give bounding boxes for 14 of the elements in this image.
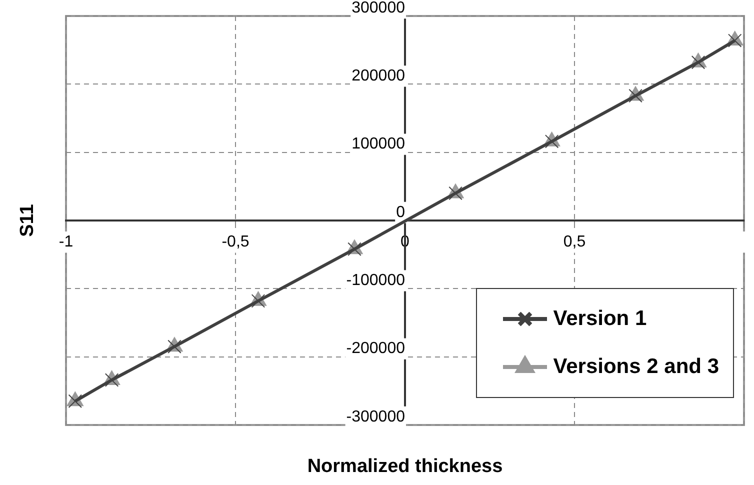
y-tick-label: 0: [396, 204, 406, 221]
legend-label: Version 1: [553, 307, 647, 331]
legend-label: Versions 2 and 3: [553, 355, 719, 379]
y-tick-label: 300000: [352, 0, 406, 16]
x-tick-label: -1: [58, 234, 74, 251]
y-tick-label: -100000: [346, 272, 406, 290]
y-tick-label: -200000: [346, 340, 406, 358]
y-tick-label: -300000: [346, 408, 406, 426]
y-axis-title: S11: [17, 204, 38, 237]
y-tick-label: 200000: [352, 68, 406, 85]
x-tick-label: -0,5: [222, 234, 250, 251]
x-axis-title: Normalized thickness: [307, 456, 503, 477]
y-tick-label: 100000: [352, 136, 406, 153]
x-tick-label: 0,5: [563, 234, 586, 251]
